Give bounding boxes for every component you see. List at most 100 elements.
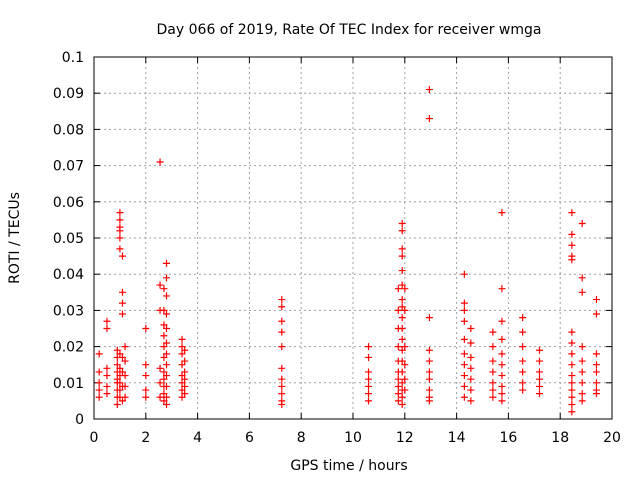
- data-point: [95, 368, 103, 376]
- data-point: [181, 368, 189, 376]
- chart-title: Day 066 of 2019, Rate Of TEC Index for r…: [157, 22, 542, 38]
- data-point: [568, 379, 576, 387]
- data-point: [95, 350, 103, 358]
- data-point: [460, 335, 468, 343]
- data-point: [103, 325, 111, 332]
- data-point: [118, 353, 126, 361]
- data-point: [498, 361, 506, 369]
- data-point: [365, 390, 373, 398]
- data-point: [394, 382, 402, 390]
- data-point: [568, 230, 576, 238]
- data-point: [116, 364, 124, 372]
- data-point: [592, 361, 600, 369]
- data-point: [467, 339, 475, 347]
- data-point: [121, 372, 129, 380]
- data-point: [160, 368, 168, 376]
- data-point: [467, 325, 475, 332]
- data-point: [489, 386, 497, 394]
- data-point: [401, 386, 409, 394]
- data-point: [365, 382, 373, 390]
- data-point: [163, 292, 171, 300]
- x-tick-label: 16: [499, 430, 517, 446]
- data-point: [489, 379, 497, 387]
- data-point: [278, 303, 286, 311]
- data-point: [401, 375, 409, 383]
- data-point: [535, 382, 543, 390]
- data-point: [398, 252, 406, 260]
- data-point: [178, 343, 186, 351]
- data-point: [160, 332, 168, 340]
- data-point: [178, 372, 186, 380]
- data-point: [467, 397, 475, 405]
- data-point: [116, 386, 124, 394]
- data-point: [425, 386, 433, 394]
- data-point: [365, 353, 373, 361]
- data-point: [489, 328, 497, 336]
- data-point: [278, 317, 286, 325]
- data-point: [578, 397, 586, 405]
- data-point: [178, 335, 186, 343]
- data-point: [116, 245, 124, 253]
- x-tick-label: 14: [448, 430, 466, 446]
- data-point: [178, 361, 186, 369]
- data-point: [160, 397, 168, 405]
- data-point: [156, 393, 164, 401]
- data-point: [142, 325, 150, 332]
- data-point: [425, 115, 433, 123]
- data-point: [116, 227, 124, 235]
- data-point: [116, 350, 124, 358]
- data-point: [578, 288, 586, 296]
- data-point: [568, 401, 576, 409]
- data-points: [95, 86, 600, 416]
- data-point: [116, 234, 124, 242]
- data-point: [578, 274, 586, 282]
- data-point: [160, 321, 168, 329]
- data-point: [398, 245, 406, 253]
- data-point: [398, 379, 406, 387]
- data-point: [460, 270, 468, 278]
- data-point: [592, 350, 600, 358]
- data-point: [489, 368, 497, 376]
- data-point: [578, 368, 586, 376]
- data-point: [163, 274, 171, 282]
- data-point: [278, 364, 286, 372]
- y-tick-label: 0.01: [53, 376, 84, 392]
- data-point: [365, 368, 373, 376]
- data-point: [401, 306, 409, 314]
- data-point: [181, 375, 189, 383]
- data-point: [519, 357, 527, 365]
- data-point: [365, 397, 373, 405]
- data-point: [278, 296, 286, 304]
- data-point: [160, 353, 168, 361]
- y-tick-label: 0.1: [62, 50, 84, 66]
- data-point: [498, 335, 506, 343]
- data-point: [118, 397, 126, 405]
- data-point: [592, 379, 600, 387]
- data-point: [121, 357, 129, 365]
- data-point: [365, 375, 373, 383]
- data-point: [398, 335, 406, 343]
- data-point: [118, 368, 126, 376]
- data-point: [519, 328, 527, 336]
- data-point: [142, 393, 150, 401]
- axis-ticks: [93, 56, 613, 420]
- data-point: [592, 296, 600, 304]
- data-point: [365, 343, 373, 351]
- data-point: [181, 390, 189, 398]
- data-point: [163, 382, 171, 390]
- x-tick-label: 6: [245, 430, 254, 446]
- data-point: [163, 372, 171, 380]
- data-point: [103, 372, 111, 380]
- data-point: [398, 368, 406, 376]
- data-point: [425, 368, 433, 376]
- data-point: [460, 306, 468, 314]
- data-point: [398, 346, 406, 354]
- data-point: [178, 379, 186, 387]
- data-point: [519, 343, 527, 351]
- data-point: [121, 393, 129, 401]
- data-point: [394, 306, 402, 314]
- data-point: [398, 325, 406, 332]
- x-tick-label: 8: [297, 430, 306, 446]
- data-point: [398, 393, 406, 401]
- data-point: [178, 350, 186, 358]
